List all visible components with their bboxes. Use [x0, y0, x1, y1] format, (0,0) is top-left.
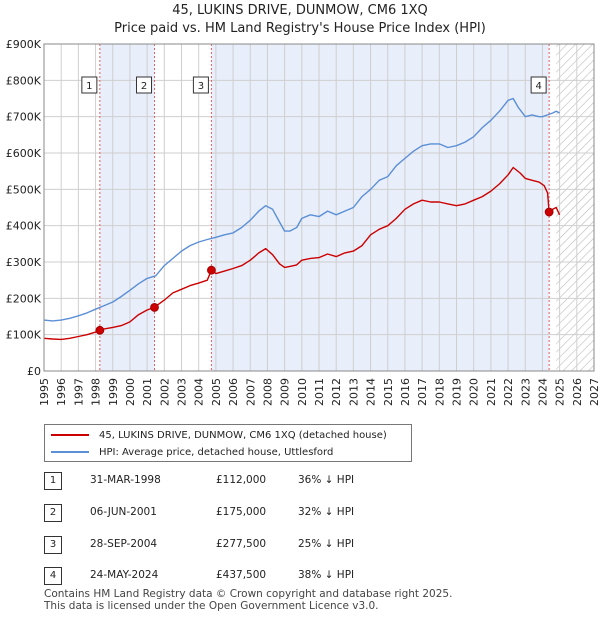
sale-hpi-diff: 25% ↓ HPI	[298, 538, 355, 550]
y-tick-label: £400K	[6, 220, 42, 233]
sale-row: 4 24-MAY-2024 £437,500 38% ↓ HPI	[44, 567, 564, 587]
y-tick-label: £300K	[6, 256, 42, 269]
sale-badge: 1	[44, 472, 62, 490]
hpi-line	[43, 97, 560, 322]
sale-badge: 2	[44, 504, 62, 522]
x-tick-label: 2000	[124, 378, 137, 406]
x-tick-label: 2022	[502, 378, 515, 406]
x-tick-label: 2021	[485, 378, 498, 406]
x-tick-label: 2010	[296, 378, 309, 406]
x-tick-label: 1996	[55, 378, 68, 406]
x-tick-label: 2013	[347, 378, 360, 406]
sale-row: 1 31-MAR-1998 £112,000 36% ↓ HPI	[44, 472, 564, 492]
sale-badge-chart	[192, 76, 209, 94]
x-tick-label: 1999	[107, 378, 120, 406]
x-tick-label: 2002	[158, 378, 171, 406]
x-tick-label: 2015	[382, 378, 395, 406]
sale-point	[207, 265, 216, 275]
y-tick-label: £100K	[6, 329, 42, 342]
x-tick-label: 1998	[90, 378, 103, 406]
legend-item-property: 45, LUKINS DRIVE, DUNMOW, CM6 1XQ (detac…	[51, 427, 387, 443]
legend-label-property: 45, LUKINS DRIVE, DUNMOW, CM6 1XQ (detac…	[99, 429, 387, 441]
legend-swatch-property	[51, 434, 89, 436]
sale-badge-label: 3	[198, 81, 204, 92]
x-tick-label: 2005	[210, 378, 223, 406]
x-tick-label: 2018	[433, 378, 446, 406]
y-tick-label: £500K	[6, 183, 42, 196]
sale-badge: 3	[44, 536, 62, 554]
legend-item-hpi: HPI: Average price, detached house, Uttl…	[51, 444, 333, 460]
sale-point	[150, 303, 159, 312]
sale-badge: 4	[44, 567, 62, 585]
sale-date: 06-JUN-2001	[90, 506, 157, 518]
title-line-1: 45, LUKINS DRIVE, DUNMOW, CM6 1XQ	[172, 3, 428, 18]
legend-label-hpi: HPI: Average price, detached house, Uttl…	[99, 446, 334, 458]
sale-row: 3 28-SEP-2004 £277,500 25% ↓ HPI	[44, 536, 564, 556]
x-tick-label: 2025	[554, 378, 567, 406]
sale-hpi-diff: 32% ↓ HPI	[298, 506, 355, 518]
sale-hpi-diff: 36% ↓ HPI	[298, 474, 355, 486]
ownership-shade	[211, 44, 550, 371]
sale-price: £277,500	[216, 538, 267, 550]
title-line-2: Price paid vs. HM Land Registry's House …	[114, 21, 486, 36]
y-tick-label: £200K	[6, 292, 42, 305]
sale-badge-label: 2	[141, 81, 147, 92]
sale-price: £437,500	[216, 569, 267, 581]
x-tick-label: 2024	[536, 378, 549, 406]
sale-row: 2 06-JUN-2001 £175,000 32% ↓ HPI	[44, 504, 564, 524]
footer-attribution: Contains HM Land Registry data © Crown c…	[44, 588, 452, 612]
sale-price: £175,000	[216, 506, 267, 518]
x-tick-label: 2001	[141, 378, 154, 406]
ownership-shade	[99, 44, 155, 371]
plot-frame	[43, 43, 595, 372]
x-tick-label: 2016	[399, 378, 412, 406]
x-tick-label: 2023	[519, 378, 532, 406]
sale-date: 31-MAR-1998	[90, 474, 161, 486]
legend-swatch-hpi	[51, 451, 89, 453]
x-tick-label: 2004	[193, 378, 206, 406]
x-tick-label: 2020	[468, 378, 481, 406]
sale-date: 24-MAY-2024	[90, 569, 159, 581]
y-tick-label: £800K	[6, 74, 42, 87]
x-tick-label: 2027	[588, 378, 600, 406]
chart-title: 45, LUKINS DRIVE, DUNMOW, CM6 1XQ Price …	[0, 2, 600, 38]
x-tick-label: 2026	[571, 378, 584, 406]
x-tick-label: 2007	[244, 378, 257, 406]
sale-badge-chart	[136, 76, 153, 94]
y-tick-label: £0	[27, 365, 41, 378]
footer-line-2: This data is licensed under the Open Gov…	[44, 600, 379, 612]
sale-point	[95, 325, 105, 335]
sale-badge-chart	[81, 76, 98, 94]
x-tick-label: 2011	[313, 378, 326, 406]
y-tick-label: £900K	[6, 38, 42, 51]
x-tick-label: 2006	[227, 378, 240, 406]
sale-badge-label: 1	[86, 81, 92, 92]
sale-date: 28-SEP-2004	[90, 538, 158, 550]
x-tick-label: 1997	[72, 378, 85, 406]
x-tick-label: 2017	[416, 378, 429, 406]
price-chart: 1 2 3 4 £0 £100K £200K £300K £400K £500K £600K £70…	[6, 38, 600, 406]
footer-line-1: Contains HM Land Registry data © Crown c…	[44, 588, 453, 600]
y-tick-label: £700K	[6, 111, 42, 124]
x-tick-label: 2012	[330, 378, 343, 406]
sale-price: £112,000	[216, 474, 267, 486]
legend: 45, LUKINS DRIVE, DUNMOW, CM6 1XQ (detac…	[44, 424, 412, 462]
sale-point	[544, 207, 554, 217]
x-tick-label: 2014	[365, 378, 378, 406]
sale-badge-chart	[530, 76, 547, 94]
x-tick-label: 1995	[38, 378, 51, 406]
x-tick-label: 2008	[261, 378, 274, 406]
sale-hpi-diff: 38% ↓ HPI	[298, 569, 355, 581]
sale-badge-label: 4	[535, 81, 541, 92]
x-tick-label: 2003	[176, 378, 189, 406]
x-tick-label: 2019	[451, 378, 464, 406]
x-tick-label: 2009	[279, 378, 292, 406]
forecast-hatch	[556, 44, 594, 371]
property-price-line	[43, 166, 561, 341]
y-tick-label: £600K	[6, 147, 42, 160]
